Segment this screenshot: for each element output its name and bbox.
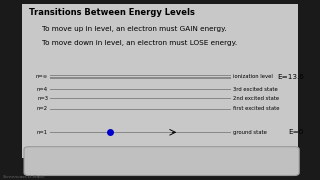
Text: n=2: n=2 xyxy=(37,106,48,111)
Text: n=4: n=4 xyxy=(37,87,48,92)
Text: Transitions Between Energy Levels: Transitions Between Energy Levels xyxy=(29,8,195,17)
Text: n=∞: n=∞ xyxy=(36,74,48,79)
Text: 2nd excited state: 2nd excited state xyxy=(233,96,279,101)
Text: E=13.6: E=13.6 xyxy=(277,73,304,80)
Text: To move up in level, an electron must GAIN energy.: To move up in level, an electron must GA… xyxy=(42,26,226,32)
FancyBboxPatch shape xyxy=(24,147,299,176)
Text: 3rd excited state: 3rd excited state xyxy=(233,87,278,92)
Text: n=3: n=3 xyxy=(37,96,48,101)
Text: n=1: n=1 xyxy=(37,130,48,135)
Text: E=0: E=0 xyxy=(289,129,304,135)
Text: ionization level: ionization level xyxy=(233,74,273,79)
Text: ground state: ground state xyxy=(233,130,267,135)
Text: first excited state: first excited state xyxy=(233,106,279,111)
Text: Screencast-O-Matic: Screencast-O-Matic xyxy=(3,175,46,179)
Text: To move down in level, an electron must LOSE energy.: To move down in level, an electron must … xyxy=(42,40,237,46)
